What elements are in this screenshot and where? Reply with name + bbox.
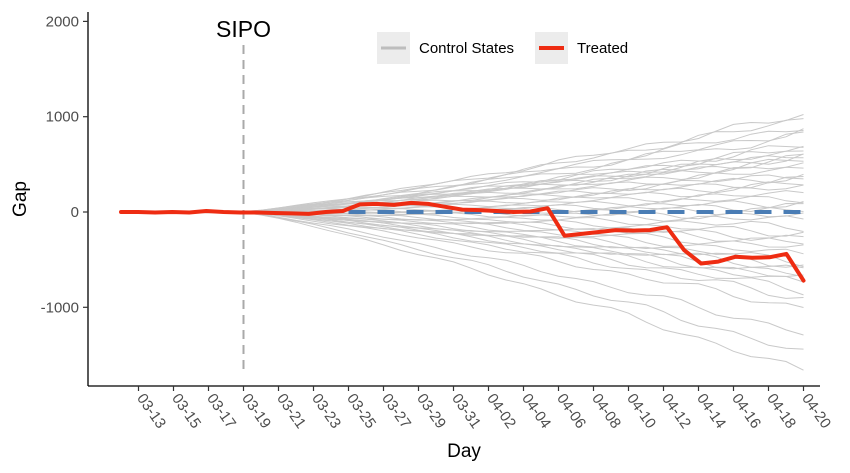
legend-label-control: Control States — [419, 40, 514, 57]
treated-line — [119, 200, 806, 283]
x-tick-label: 03-13 — [133, 391, 169, 432]
x-tick-label: 04-06 — [553, 391, 589, 432]
x-tick-label: 04-08 — [588, 391, 624, 432]
axes — [87, 12, 820, 387]
treated-series — [119, 200, 806, 283]
x-tick-label: 04-18 — [763, 391, 799, 432]
y-axis-title: Gap — [10, 181, 31, 217]
control-state-line — [121, 118, 804, 214]
x-tick-label: 03-31 — [448, 391, 484, 432]
y-tick-label: -1000 — [41, 299, 79, 316]
y-tick-label: 2000 — [46, 13, 79, 30]
control-state-line — [120, 211, 804, 283]
legend-label-treated: Treated — [577, 40, 628, 57]
x-tick-label: 04-16 — [728, 391, 764, 432]
x-tick-label: 04-14 — [693, 391, 729, 432]
x-tick-label: 04-04 — [518, 391, 554, 432]
x-tick-label: 03-17 — [203, 391, 239, 432]
x-tick-label: 04-10 — [623, 391, 659, 432]
x-tick-label: 03-27 — [378, 391, 414, 432]
x-tick-label: 03-15 — [168, 391, 204, 432]
x-tick-label: 03-23 — [308, 391, 344, 432]
control-states-lines — [120, 114, 804, 371]
x-ticks: 03-13 03-15 03-17 03-19 03-21 03-23 03-25 03-27… — [133, 386, 834, 432]
control-state-line — [120, 211, 804, 296]
x-tick-label: 04-20 — [798, 391, 834, 432]
control-state-line — [120, 211, 804, 237]
sipo-label: SIPO — [216, 16, 271, 42]
x-tick-label: 04-12 — [658, 391, 694, 432]
y-tick-label: 0 — [71, 204, 79, 221]
x-tick-label: 03-19 — [238, 391, 274, 432]
y-tick-label: 1000 — [46, 109, 79, 126]
x-tick-label: 03-29 — [413, 391, 449, 432]
sipo-annotation: SIPO — [216, 16, 271, 370]
legend: Control States Treated — [377, 32, 628, 64]
y-ticks: 2000 1000 0 -1000 — [41, 13, 88, 316]
x-tick-label: 03-21 — [273, 391, 309, 432]
x-axis-title: Day — [447, 441, 481, 462]
x-tick-label: 03-25 — [343, 391, 379, 432]
x-tick-label: 04-02 — [483, 391, 519, 432]
control-state-line — [120, 211, 804, 241]
